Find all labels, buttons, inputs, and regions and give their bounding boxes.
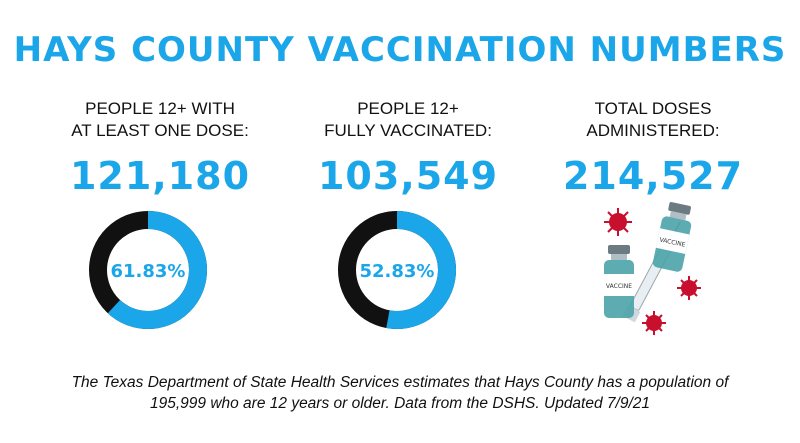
- stat-label-line: PEOPLE 12+ WITH: [85, 99, 235, 118]
- stat-total-doses: TOTAL DOSES ADMINISTERED: 214,527: [528, 98, 778, 198]
- footer-note: The Texas Department of State Health Ser…: [0, 372, 800, 414]
- donut-fill: [338, 211, 456, 329]
- footer-line: The Texas Department of State Health Ser…: [71, 374, 729, 391]
- stat-label: PEOPLE 12+ FULLY VACCINATED:: [283, 98, 533, 142]
- stat-label-line: AT LEAST ONE DOSE:: [71, 121, 249, 140]
- stat-label: PEOPLE 12+ WITH AT LEAST ONE DOSE:: [35, 98, 285, 142]
- virus-icon: [604, 208, 632, 236]
- vial-icon: VACCINE: [652, 202, 692, 272]
- donut-chart-first-dose: 61.83%: [89, 211, 207, 329]
- donut-fill: [89, 211, 207, 329]
- stat-label-line: FULLY VACCINATED:: [324, 121, 492, 140]
- page-title: HAYS COUNTY VACCINATION NUMBERS: [13, 30, 787, 70]
- vaccine-vials-syringe-virus-icon: VACCINE VACCINE: [604, 202, 701, 335]
- donut-chart-fully-vaccinated: 52.83%: [338, 211, 456, 329]
- stat-label: TOTAL DOSES ADMINISTERED:: [528, 98, 778, 142]
- virus-icon: [677, 276, 701, 300]
- stat-label-line: PEOPLE 12+: [357, 99, 459, 118]
- vial-label: VACCINE: [606, 283, 632, 290]
- vial-icon: VACCINE: [604, 245, 634, 318]
- stat-value: 214,527: [562, 154, 744, 198]
- stat-first-dose: PEOPLE 12+ WITH AT LEAST ONE DOSE: 121,1…: [35, 98, 285, 198]
- footer-line: 195,999 who are 12 years or older. Data …: [149, 395, 651, 412]
- stat-label-line: TOTAL DOSES: [594, 99, 712, 118]
- virus-icon: [642, 311, 666, 335]
- stat-value: 121,180: [69, 154, 251, 198]
- donut-percent-label: 52.83%: [360, 261, 435, 282]
- stat-fully-vaccinated: PEOPLE 12+ FULLY VACCINATED: 103,549: [283, 98, 533, 198]
- stat-label-line: ADMINISTERED:: [586, 121, 720, 140]
- donut-percent-label: 61.83%: [111, 261, 186, 282]
- stat-value: 103,549: [317, 154, 499, 198]
